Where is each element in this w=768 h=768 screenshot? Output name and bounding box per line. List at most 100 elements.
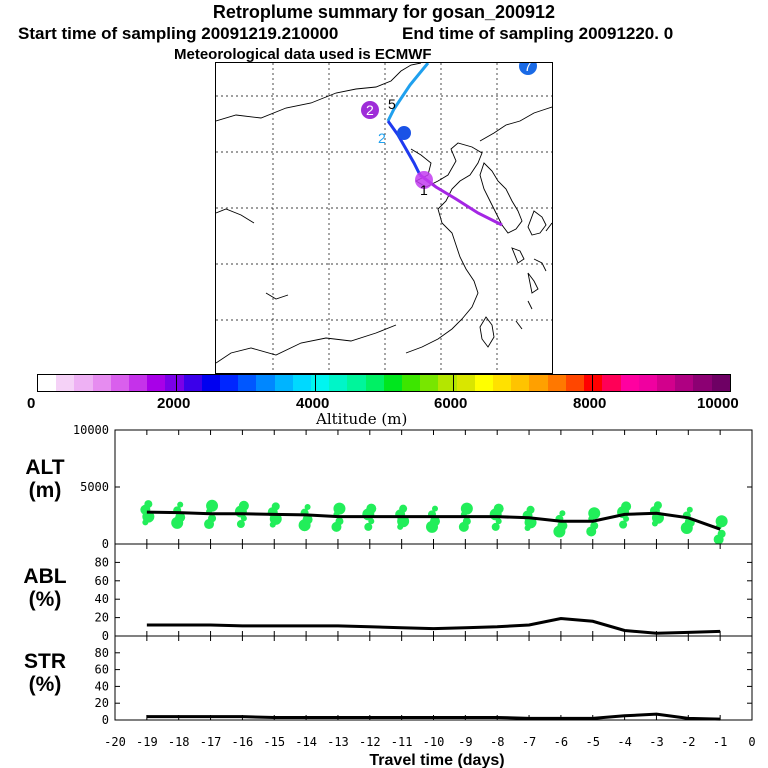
alt-scatter-point [686, 506, 693, 513]
colorbar-swatch [110, 375, 130, 391]
x-tick-label: -5 [586, 735, 600, 749]
x-tick-label: -3 [649, 735, 663, 749]
x-tick-label: -12 [359, 735, 381, 749]
y-tick-label: 80 [95, 646, 109, 660]
colorbar-swatch [74, 375, 93, 391]
alt-scatter-point [333, 502, 346, 515]
x-tick-label: -14 [295, 735, 317, 749]
y-tick-label: 60 [95, 663, 109, 677]
colorbar-swatch [511, 375, 530, 391]
abl-label: ABL [23, 565, 67, 588]
alt-scatter-point [715, 515, 728, 528]
colorbar-swatch [675, 375, 694, 391]
colorbar-tick: 2000 [157, 395, 191, 412]
alt-scatter-point [462, 517, 471, 526]
alt-scatter-point [177, 501, 184, 508]
x-tick-label: -19 [136, 735, 158, 749]
alt-scatter-point [399, 504, 408, 513]
colorbar-swatch [147, 375, 166, 391]
y-tick-label: 80 [95, 555, 109, 569]
colorbar-divider [591, 375, 593, 391]
colorbar-swatch [638, 375, 657, 391]
colorbar-title: Altitude (m) [316, 410, 408, 428]
colorbar-swatch [456, 375, 475, 391]
y-tick-label: 40 [95, 679, 109, 693]
y-tick-label: 0 [102, 713, 109, 727]
alt-label: ALT [25, 456, 65, 479]
y-tick-label: 60 [95, 574, 109, 588]
alt-scatter-point [619, 520, 628, 529]
colorbar-swatch [274, 375, 293, 391]
marker-day-2 [361, 101, 379, 119]
y-tick-label: 20 [95, 696, 109, 710]
y-tick-label: 5000 [80, 480, 109, 494]
colorbar-divider [314, 375, 316, 391]
x-tick-label: -11 [391, 735, 413, 749]
colorbar-swatch [92, 375, 111, 391]
alt-scatter-point [526, 505, 535, 514]
x-tick-label: -2 [681, 735, 695, 749]
colorbar-swatch [420, 375, 439, 391]
x-tick-label: -8 [490, 735, 504, 749]
x-tick-label: -13 [327, 735, 349, 749]
alt-scatter-point [557, 520, 568, 531]
colorbar-tick: 6000 [434, 395, 468, 412]
marker-label-5: 5 [388, 96, 396, 112]
colorbar-swatch [656, 375, 676, 391]
colorbar-swatch [493, 375, 512, 391]
alt-scatter-point [302, 514, 313, 525]
alt-scatter-point [432, 505, 438, 512]
alt-scatter-point [208, 514, 217, 523]
colorbar-swatch [238, 375, 257, 391]
y-tick-label: 40 [95, 592, 109, 606]
colorbar-swatch [383, 375, 403, 391]
alt-scatter-point [175, 512, 186, 523]
alt-scatter-point [559, 510, 566, 517]
colorbar-swatch [165, 375, 184, 391]
y-tick-label: 10000 [73, 423, 109, 437]
x-tick-label: -17 [200, 735, 222, 749]
alt-scatter-point [653, 501, 662, 510]
colorbar-swatch [547, 375, 566, 391]
colorbar-tick: 8000 [573, 395, 607, 412]
met-data-text: Meteorological data used is ECMWF [174, 46, 432, 63]
alt-scatter-point [621, 501, 632, 512]
str-plot-frame [114, 635, 753, 721]
marker-label-1: 1 [420, 182, 428, 198]
colorbar-swatch [220, 375, 239, 391]
alt-series-line [146, 510, 721, 531]
alt-scatter-point [590, 521, 599, 530]
colorbar-swatch [584, 375, 603, 391]
colorbar-tick: 4000 [296, 395, 330, 412]
alt-scatter-point [364, 522, 373, 531]
colorbar-swatch [693, 375, 712, 391]
alt-unit: (m) [28, 479, 62, 502]
alt-scatter-point [460, 502, 473, 515]
abl-plot-frame [114, 543, 753, 637]
colorbar-divider [453, 375, 455, 391]
alt-scatter-point [304, 503, 311, 510]
y-tick-label: 20 [95, 611, 109, 625]
str-panel-label: STR (%) [0, 650, 90, 696]
marker-day-1 [415, 171, 433, 189]
colorbar-swatch [474, 375, 494, 391]
altitude-colorbar [37, 374, 731, 392]
map-svg: 1 2 2 5 7 [216, 63, 552, 373]
str-label: STR [24, 650, 66, 673]
start-time-text: Start time of sampling 20091219.210000 [18, 24, 339, 43]
colorbar-swatch [620, 375, 639, 391]
colorbar-swatch [711, 375, 730, 391]
alt-scatter-point [491, 522, 500, 531]
coastlines [216, 63, 552, 364]
x-tick-label: -15 [263, 735, 285, 749]
x-tick-label: -20 [104, 735, 126, 749]
colorbar-swatch [129, 375, 148, 391]
alt-scatter-point [144, 500, 153, 509]
alt-scatter-point [335, 517, 344, 526]
colorbar-swatch [402, 375, 421, 391]
colorbar-divider [176, 375, 178, 391]
alt-scatter-point [236, 520, 245, 529]
alt-scatter-point [717, 529, 726, 538]
x-tick-label: -1 [713, 735, 727, 749]
x-tick-label: -7 [522, 735, 536, 749]
